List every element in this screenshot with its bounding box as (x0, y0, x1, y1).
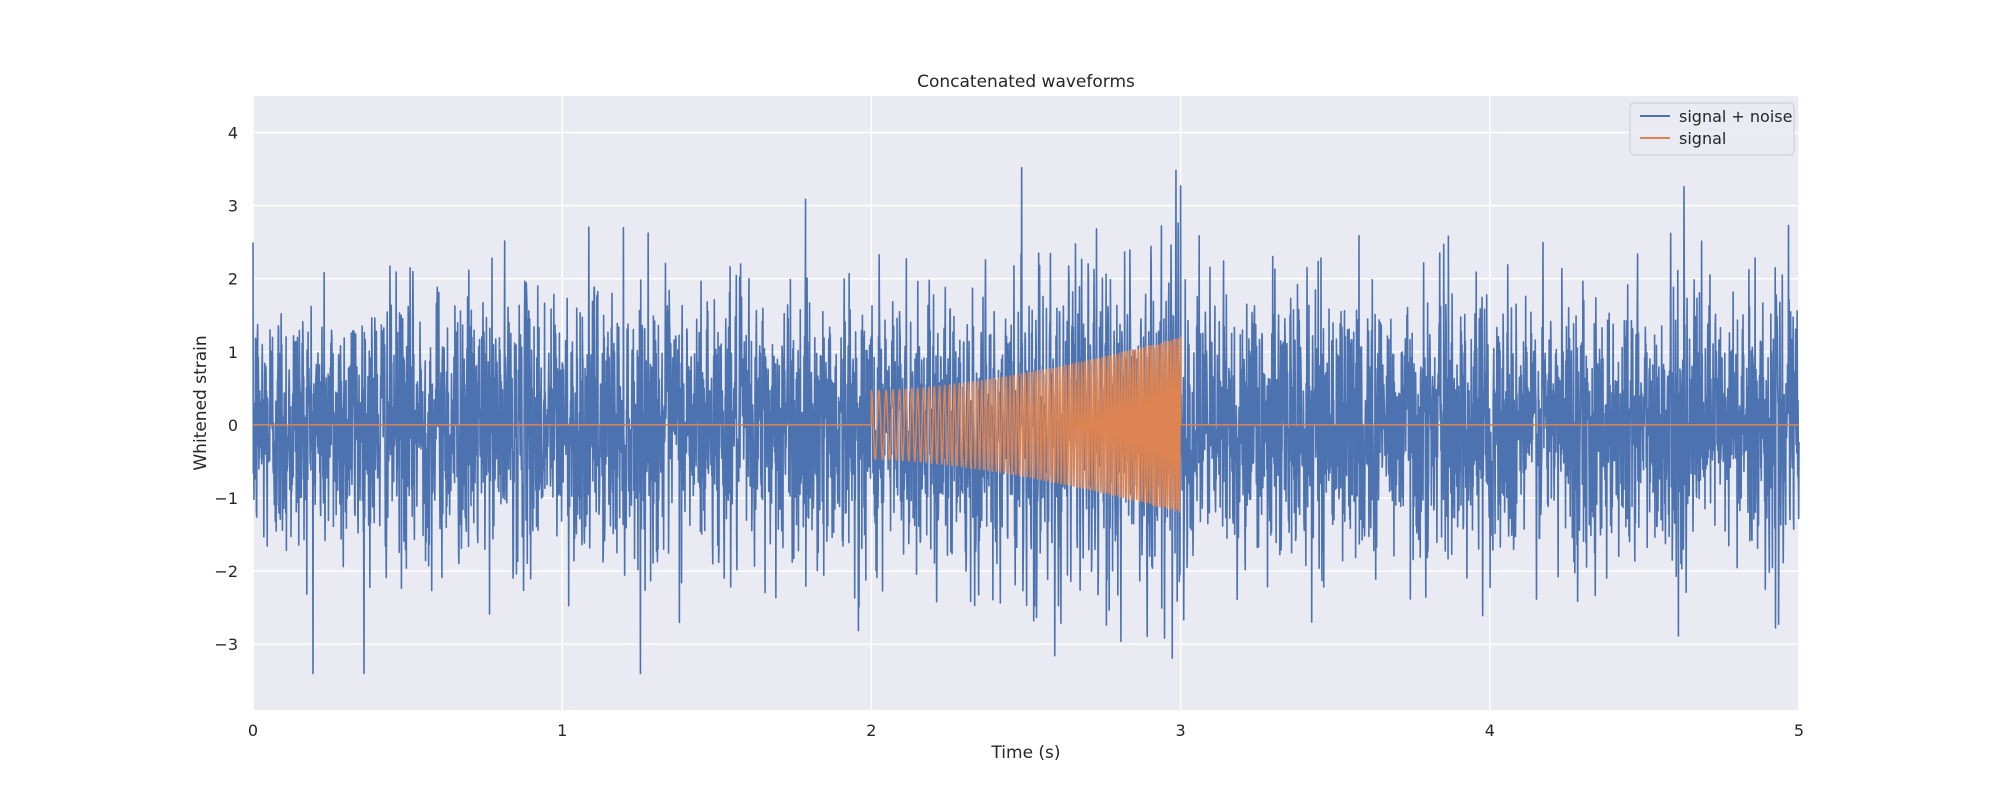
x-tick-label: 5 (1794, 721, 1804, 740)
chart-title: Concatenated waveforms (917, 72, 1135, 92)
x-tick-label: 4 (1485, 721, 1495, 740)
series-signal-line (252, 336, 1800, 513)
y-tick-label: 0 (228, 416, 238, 435)
x-axis-label: Time (s) (990, 743, 1060, 763)
y-tick-label: −2 (214, 562, 238, 581)
tick-labels: 0 1 2 3 4 5 −3 −2 −1 0 1 2 3 4 (214, 124, 1804, 740)
legend-box (1629, 102, 1795, 156)
x-tick-label: 3 (1176, 721, 1186, 740)
series-layer (252, 166, 1800, 675)
y-tick-label: 3 (228, 197, 238, 216)
x-tick-label: 2 (866, 721, 876, 740)
legend[interactable]: signal + noise signal (1629, 102, 1795, 156)
x-tick-label: 0 (248, 721, 258, 740)
y-tick-label: −1 (214, 489, 238, 508)
y-tick-label: 4 (228, 124, 238, 143)
y-tick-label: 1 (228, 343, 238, 362)
y-tick-label: 2 (228, 270, 238, 289)
legend-label-signal-plus-noise: signal + noise (1679, 107, 1792, 126)
legend-label-signal: signal (1679, 129, 1726, 148)
y-tick-label: −3 (214, 635, 238, 654)
x-tick-label: 1 (557, 721, 567, 740)
y-axis-label: Whitened strain (191, 335, 211, 470)
